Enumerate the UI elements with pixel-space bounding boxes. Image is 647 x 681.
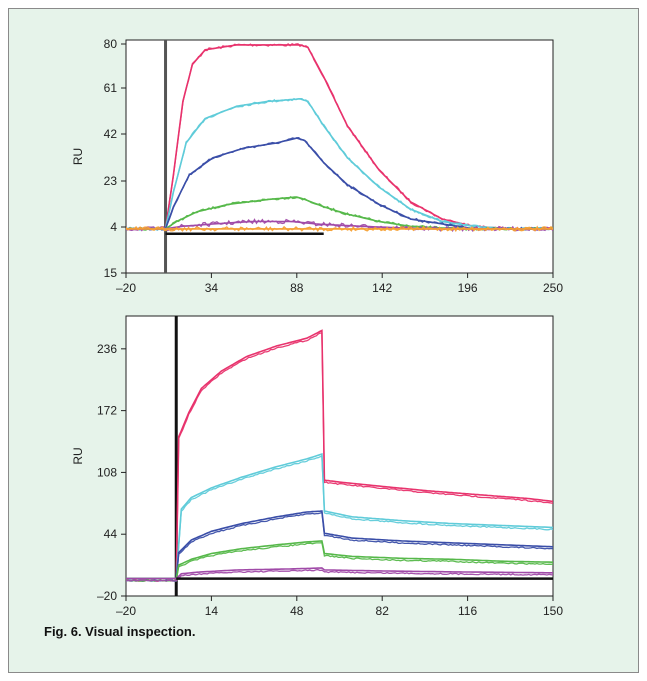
- x-tick-label: –20: [116, 604, 136, 618]
- series-line-fit-red: [126, 329, 553, 580]
- series-line-measured-red: [126, 332, 553, 582]
- y-tick-label: 4: [110, 220, 117, 234]
- y-tick-label: 236: [97, 342, 117, 356]
- x-tick-label: 250: [543, 281, 563, 295]
- y-tick-label: 172: [97, 404, 117, 418]
- y-tick-label: 80: [104, 37, 118, 51]
- y-tick-label: 44: [104, 527, 118, 541]
- series-line-fit-purple: [126, 567, 553, 580]
- plot-area: [125, 315, 554, 597]
- y-tick-label: 23: [104, 174, 118, 188]
- figure-caption: Fig. 6. Visual inspection.: [44, 624, 196, 639]
- y-tick-label: 61: [104, 81, 118, 95]
- chart-bottom: –20 14 48 82 116 150 236 172 108 44 –20 RU: [71, 315, 563, 618]
- y-axis-label: RU: [71, 447, 85, 464]
- series-line-measured-cyan: [126, 97, 553, 231]
- x-tick-label: 196: [458, 281, 478, 295]
- y-tick-label: –20: [97, 589, 117, 603]
- series-line-measured-orange: [126, 225, 553, 233]
- x-tick-label: 14: [205, 604, 219, 618]
- x-tick-label: 142: [372, 281, 392, 295]
- x-tick-label: –20: [116, 281, 136, 295]
- series-line-fit-green: [126, 540, 553, 580]
- x-tick-label: 82: [376, 604, 390, 618]
- x-tick-label: 150: [543, 604, 563, 618]
- x-tick-label: 116: [458, 604, 477, 618]
- x-tick-label: 88: [290, 281, 304, 295]
- x-tick-label: 34: [205, 281, 219, 295]
- y-tick-label: 15: [104, 266, 118, 280]
- chart-top: –20 34 88 142 196 250 80 61 42 23 4 15 RU: [71, 37, 563, 295]
- x-tick-label: 48: [290, 604, 304, 618]
- series-line-measured-green: [126, 541, 553, 582]
- series-line-measured-navy: [126, 511, 553, 582]
- series-line-measured-purple: [126, 568, 553, 582]
- y-tick-label: 108: [97, 465, 117, 479]
- y-axis-label: RU: [71, 148, 85, 165]
- series-line-fit-cyan: [126, 453, 553, 580]
- series-line-fit-navy: [126, 510, 553, 580]
- y-tick-label: 42: [104, 127, 118, 141]
- series-line-measured-cyan: [126, 455, 553, 582]
